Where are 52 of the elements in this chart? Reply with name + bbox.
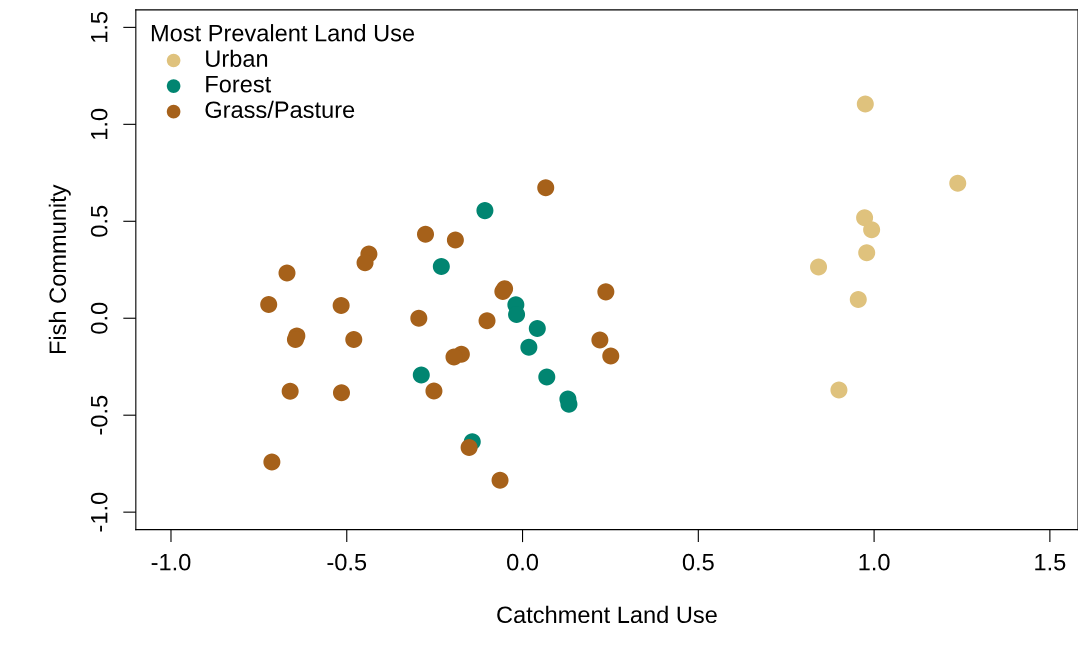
x-axis-title: Catchment Land Use — [497, 605, 717, 624]
x-tick-label: -1.0 — [151, 553, 191, 571]
point — [856, 209, 874, 227]
y-tick-label: -1.0 — [90, 492, 108, 532]
point — [412, 366, 430, 384]
point — [417, 225, 435, 243]
point — [537, 179, 555, 197]
y-tick-label: 1.5 — [91, 11, 108, 42]
y-tick-label: 0.5 — [90, 205, 108, 237]
legend-label: Grass/Pasture — [205, 100, 355, 119]
y-tick-label: -0.5 — [90, 395, 108, 435]
point — [858, 244, 876, 262]
point — [491, 471, 509, 489]
point — [949, 174, 967, 192]
point — [445, 348, 463, 366]
point — [597, 283, 615, 301]
point — [410, 309, 428, 327]
y-tick-label: 0.0 — [90, 302, 108, 334]
point — [476, 202, 494, 220]
point — [332, 296, 350, 314]
point — [446, 231, 464, 249]
point — [432, 257, 450, 275]
x-tick-label: 0.0 — [507, 553, 539, 571]
y-axis-title: Fish Community — [48, 184, 71, 354]
point — [863, 221, 881, 239]
point — [830, 381, 848, 399]
point — [810, 258, 828, 276]
y-tick-label: 1.0 — [90, 108, 108, 139]
point — [356, 254, 374, 272]
point — [281, 382, 299, 400]
x-tick-label: 1.0 — [859, 553, 890, 571]
point — [591, 331, 609, 349]
point — [478, 312, 496, 330]
point — [602, 347, 620, 365]
point — [332, 384, 350, 402]
legend-label: Urban — [206, 49, 268, 67]
point — [425, 382, 443, 400]
x-tick-label: 1.5 — [1035, 554, 1066, 571]
point — [528, 320, 546, 338]
point — [460, 439, 478, 457]
point — [520, 338, 538, 356]
x-tick-label: 0.5 — [682, 553, 714, 571]
legend-label: Forest — [206, 76, 272, 93]
point — [849, 290, 867, 308]
point — [345, 331, 363, 349]
x-tick-label: -0.5 — [327, 553, 367, 571]
point — [278, 264, 296, 282]
point — [260, 295, 278, 313]
point — [856, 95, 874, 113]
legend-title: Most Prevalent Land Use — [151, 24, 415, 42]
point — [263, 453, 281, 471]
point — [538, 368, 556, 386]
